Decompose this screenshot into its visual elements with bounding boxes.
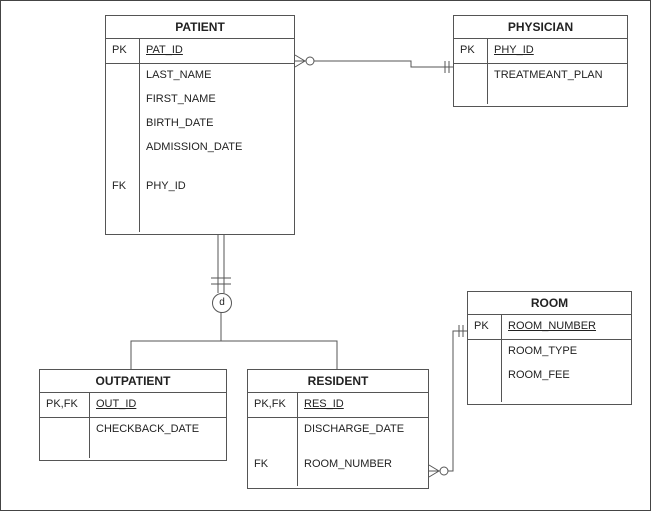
attr-cell: PAT_ID <box>140 39 294 64</box>
crowfoot-patient-physician <box>295 55 305 67</box>
edge-d-outpatient <box>131 311 221 369</box>
attr-cell: ADMISSION_DATE <box>140 136 294 160</box>
key-cell: PK <box>468 315 501 340</box>
circle-patient-physician <box>306 57 314 65</box>
key-cell: PK,FK <box>248 393 297 418</box>
key-cell <box>454 64 487 88</box>
key-cell <box>106 64 139 88</box>
key-cell <box>248 418 297 442</box>
edge-d-resident <box>221 311 337 369</box>
attr-cell: PHY_ID <box>488 39 627 64</box>
attr-cell: FIRST_NAME <box>140 88 294 112</box>
crowfoot-resident-room <box>429 465 439 477</box>
key-cell: PK,FK <box>40 393 89 418</box>
key-cell: FK <box>106 160 139 199</box>
circle-resident-room <box>440 467 448 475</box>
er-diagram-canvas: PATIENT PK FK PAT_ID LAST_NAME FIRST_NAM… <box>0 0 651 511</box>
attr-cell: OUT_ID <box>90 393 226 418</box>
key-cell <box>40 418 89 442</box>
entity-resident: RESIDENT PK,FK FK RES_ID DISCHARGE_DATE … <box>247 369 429 489</box>
entity-room-title: ROOM <box>468 292 631 315</box>
key-cell <box>106 88 139 112</box>
attr-cell: ROOM_TYPE <box>502 340 631 364</box>
key-cell <box>468 340 501 364</box>
attr-cell: ROOM_NUMBER <box>502 315 631 340</box>
key-cell: PK <box>454 39 487 64</box>
attr-cell: LAST_NAME <box>140 64 294 88</box>
entity-patient-title: PATIENT <box>106 16 294 39</box>
key-cell: FK <box>248 442 297 477</box>
attr-cell: DISCHARGE_DATE <box>298 418 428 442</box>
entity-outpatient-title: OUTPATIENT <box>40 370 226 393</box>
key-cell <box>468 364 501 388</box>
attr-cell: RES_ID <box>298 393 428 418</box>
attr-cell: PHY_ID <box>140 160 294 199</box>
attr-cell: ROOM_NUMBER <box>298 442 428 477</box>
key-cell <box>106 112 139 136</box>
attr-cell: BIRTH_DATE <box>140 112 294 136</box>
attr-cell: CHECKBACK_DATE <box>90 418 226 442</box>
edge-resident-room <box>429 331 467 471</box>
entity-outpatient: OUTPATIENT PK,FK OUT_ID CHECKBACK_DATE <box>39 369 227 461</box>
entity-physician: PHYSICIAN PK PHY_ID TREATMEANT_PLAN <box>453 15 628 107</box>
key-cell <box>106 136 139 160</box>
attr-cell: ROOM_FEE <box>502 364 631 388</box>
key-cell: PK <box>106 39 139 64</box>
entity-resident-title: RESIDENT <box>248 370 428 393</box>
entity-physician-title: PHYSICIAN <box>454 16 627 39</box>
inheritance-marker: d <box>212 293 232 313</box>
entity-room: ROOM PK ROOM_NUMBER ROOM_TYPE ROOM_FEE <box>467 291 632 405</box>
entity-patient: PATIENT PK FK PAT_ID LAST_NAME FIRST_NAM… <box>105 15 295 235</box>
edge-patient-physician <box>295 61 453 67</box>
attr-cell: TREATMEANT_PLAN <box>488 64 627 88</box>
